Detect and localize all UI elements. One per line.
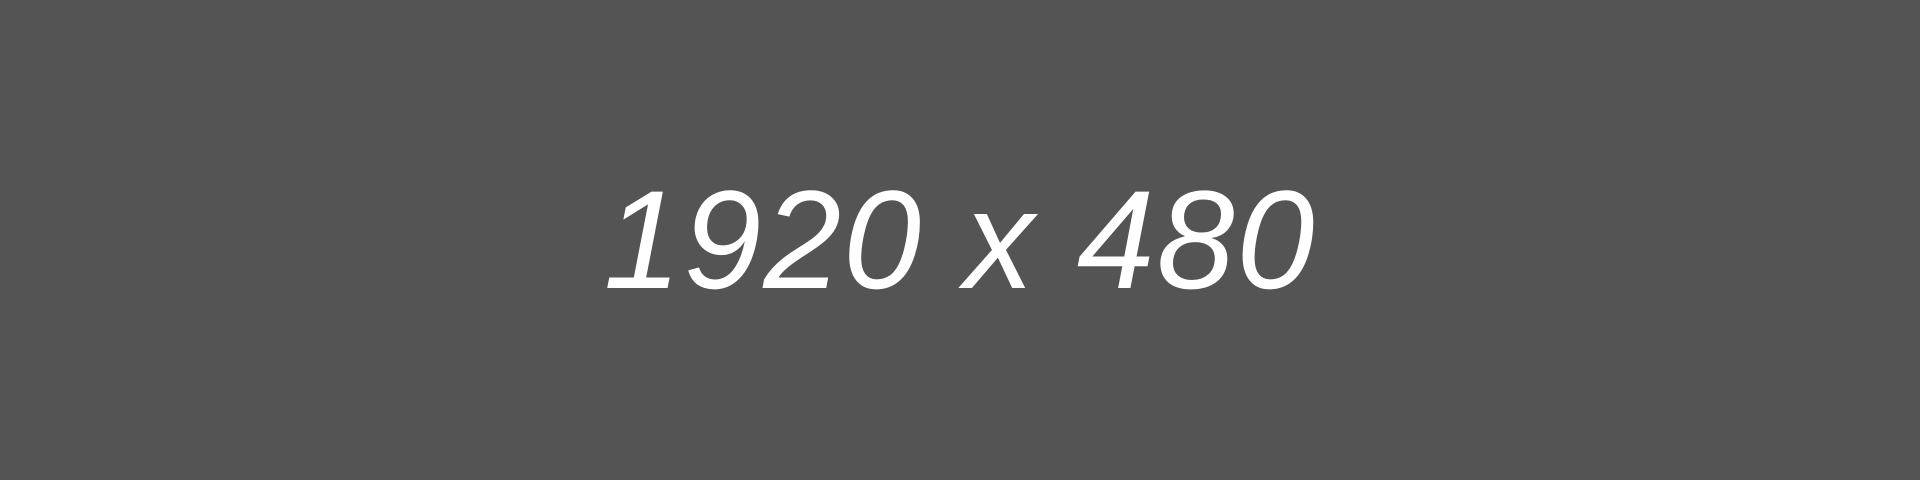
placeholder-dimensions-text: 1920 x 480 [603, 161, 1317, 318]
